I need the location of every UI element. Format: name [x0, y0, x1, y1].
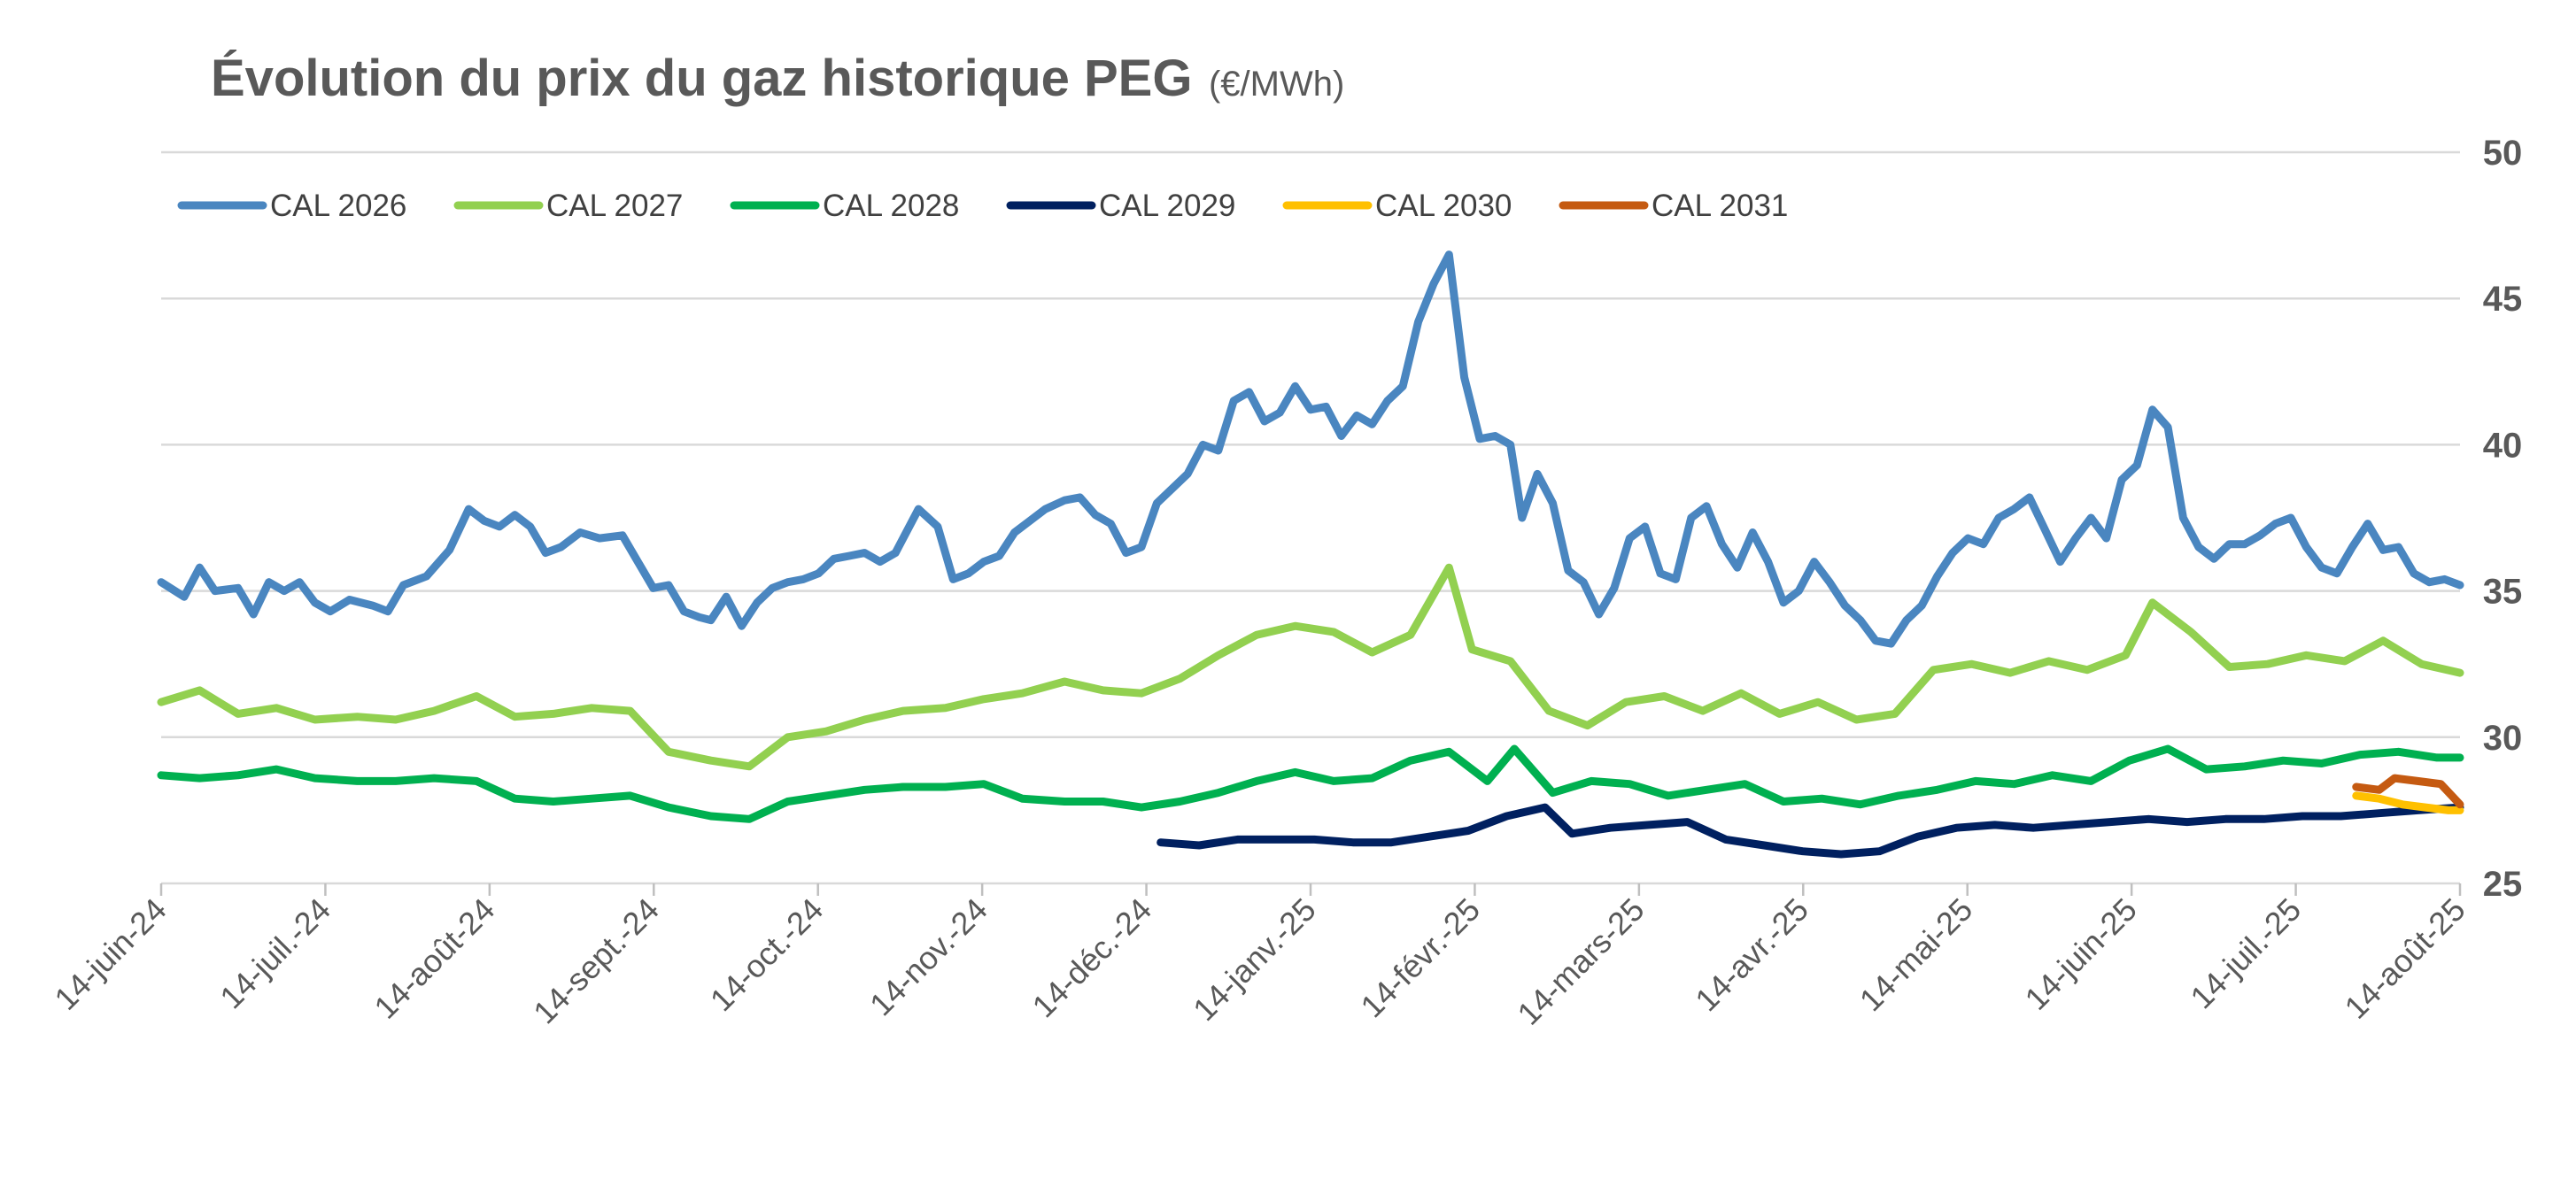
chart-title: Évolution du prix du gaz historique PEG …	[211, 50, 1344, 107]
y-tick-label: 40	[2483, 426, 2523, 465]
x-tick-label: 14-juil.-25	[2183, 891, 2308, 1016]
chart-title-unit: (€/MWh)	[1209, 65, 1344, 104]
x-tick-label: 14-janv.-25	[1186, 891, 1322, 1028]
x-tick-label: 14-juin-25	[2018, 891, 2144, 1017]
x-tick-label: 14-déc.-24	[1025, 891, 1159, 1025]
x-tick-label: 14-août-24	[367, 891, 501, 1026]
y-tick-label: 25	[2483, 865, 2523, 904]
series-line-cal-2028	[157, 744, 2464, 823]
gridlines	[161, 150, 2460, 885]
series-line-cal-2027	[157, 563, 2464, 771]
x-tick-label: 14-mai-25	[1853, 891, 1980, 1019]
y-tick-label: 50	[2483, 134, 2523, 173]
chart-title-main: Évolution du prix du gaz historique PEG	[211, 50, 1193, 107]
series-line-cal-2031	[2352, 774, 2464, 809]
x-tick-label: 14-nov.-24	[863, 891, 994, 1023]
legend-label: CAL 2030	[1375, 189, 1512, 223]
x-tick-label: 14-oct.-24	[703, 891, 831, 1019]
y-tick-label: 45	[2483, 280, 2523, 319]
legend-label: CAL 2029	[1099, 189, 1235, 223]
legend-label: CAL 2027	[546, 189, 683, 223]
x-tick-label: 14-sept.-24	[526, 891, 666, 1031]
y-tick-label: 35	[2483, 573, 2523, 612]
x-tick-label: 14-févr.-25	[1353, 891, 1487, 1025]
x-tick-label: 14-août-25	[2338, 891, 2472, 1026]
series-line-cal-2026	[157, 251, 2464, 648]
x-tick-label: 14-juil.-24	[213, 891, 337, 1016]
x-axis-ticks: 14-juin-24 14-juil.-24 14-août-24 14-sept.-…	[47, 883, 2472, 1032]
series-line-cal-2030	[2352, 791, 2464, 814]
y-axis-ticks: 25 30 35 40 45 50	[2483, 134, 2523, 904]
y-tick-label: 30	[2483, 719, 2523, 758]
series-line-cal-2029	[1156, 803, 2464, 859]
legend-label: CAL 2031	[1652, 189, 1788, 223]
series-lines	[157, 251, 2464, 859]
x-tick-label: 14-avr.-25	[1688, 891, 1815, 1019]
legend: CAL 2026 CAL 2027 CAL 2028 CAL 2029 CAL 2030…	[177, 189, 1788, 223]
x-tick-label: 14-mars-25	[1510, 891, 1651, 1032]
legend-label: CAL 2026	[270, 189, 406, 223]
legend-label: CAL 2028	[823, 189, 959, 223]
x-tick-label: 14-juin-24	[47, 891, 173, 1017]
